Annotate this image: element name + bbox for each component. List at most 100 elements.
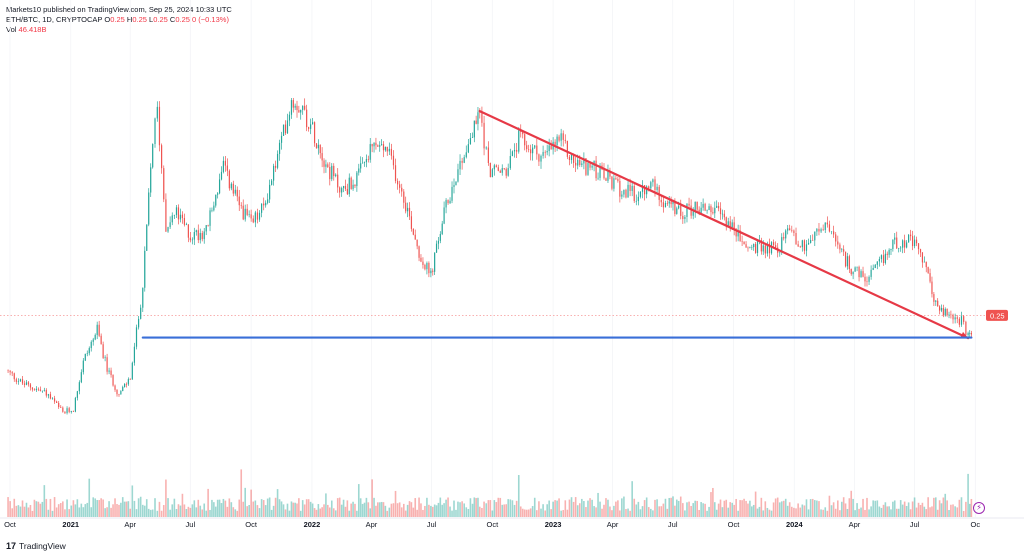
candle-body	[712, 212, 714, 214]
volume-bar	[772, 502, 775, 517]
volume-bar	[816, 500, 818, 517]
lightning-icon[interactable]: ⚡	[973, 502, 985, 514]
volume-bar	[359, 498, 362, 517]
candle-body	[902, 240, 904, 248]
candle-body	[394, 165, 397, 181]
volume-bar	[406, 504, 409, 517]
candle-body	[896, 237, 898, 249]
volume-bar	[872, 500, 874, 517]
candle-body	[749, 247, 751, 248]
candle-body	[725, 217, 727, 226]
candle-body	[201, 233, 203, 240]
volume-bar	[776, 497, 779, 517]
candle-body	[680, 205, 682, 216]
volume-bar	[609, 506, 611, 517]
volume-bar	[721, 507, 724, 517]
candle-body	[269, 184, 271, 200]
candle-body	[125, 383, 128, 385]
volume-bar	[211, 499, 213, 517]
candle-body	[78, 382, 80, 392]
candle-body	[835, 234, 837, 242]
volume-bar	[708, 506, 710, 517]
volume-bar	[336, 498, 339, 517]
volume-bar	[938, 500, 941, 517]
volume-bar	[171, 504, 174, 517]
candle-body	[581, 163, 583, 166]
volume-bar	[824, 507, 827, 517]
candle-body	[382, 144, 385, 151]
x-tick-label: Oct	[245, 520, 258, 529]
candle-body	[635, 201, 637, 202]
candle-body	[335, 174, 337, 177]
volume-bar	[317, 504, 320, 517]
volume-bar	[509, 499, 512, 517]
candle-body	[66, 408, 68, 414]
volume-bar	[39, 503, 42, 517]
volume-bar	[303, 504, 306, 517]
candle-body	[267, 199, 269, 203]
volume-bar	[473, 497, 476, 517]
volume-line: Vol 46.418B	[6, 25, 232, 35]
candle-body	[218, 179, 221, 194]
candle-body	[595, 160, 597, 179]
volume-bar	[55, 507, 58, 517]
volume-bar	[222, 498, 225, 517]
candle-body	[587, 163, 589, 175]
volume-bar	[193, 500, 196, 517]
volume-bar	[112, 504, 114, 517]
volume-bar	[674, 505, 676, 517]
volume-bar	[597, 492, 599, 517]
volume-bar	[650, 508, 652, 517]
candle-body	[820, 229, 822, 232]
candle-body	[381, 144, 383, 146]
candle-body	[254, 212, 256, 223]
candle-body	[967, 333, 969, 336]
candle-body	[207, 225, 209, 226]
candle-body	[810, 240, 812, 243]
candle-body	[848, 256, 850, 269]
candle-body	[597, 177, 599, 179]
volume-bar	[309, 501, 312, 517]
volume-bar	[156, 510, 159, 517]
volume-bar	[929, 507, 931, 517]
candle-body	[729, 221, 731, 228]
candle-body	[833, 231, 835, 235]
candle-body	[803, 240, 806, 251]
volume-bar	[923, 506, 926, 517]
volume-bar	[33, 499, 36, 517]
candle-body	[629, 184, 631, 191]
volume-bar	[890, 509, 892, 517]
volume-bar	[652, 510, 654, 517]
candle-body	[276, 153, 279, 168]
volume-bar	[294, 502, 296, 517]
candle-body	[313, 122, 316, 144]
volume-bar	[410, 502, 413, 517]
candle-body	[350, 177, 352, 189]
candle-body	[311, 122, 314, 125]
volume-bar	[9, 501, 11, 517]
volume-bar	[187, 506, 190, 517]
volume-bar	[207, 488, 209, 517]
volume-bar	[715, 509, 718, 517]
candle-body	[878, 259, 880, 262]
volume-bar	[531, 506, 534, 517]
candle-body	[858, 266, 860, 278]
candle-body	[45, 389, 47, 396]
volume-bar	[282, 504, 285, 517]
volume-value: 46.418B	[18, 25, 47, 34]
volume-bar	[735, 498, 737, 517]
candle-body	[706, 210, 708, 211]
candle-body	[43, 389, 45, 391]
volume-bar	[380, 501, 383, 517]
volume-bar	[544, 510, 546, 517]
volume-bar	[515, 500, 518, 517]
volume-bar	[619, 510, 621, 517]
x-tick-label: Apr	[366, 520, 378, 529]
volume-bar	[53, 497, 56, 517]
volume-bar	[342, 499, 345, 517]
volume-bar	[844, 503, 847, 517]
candle-body	[122, 387, 124, 392]
volume-bar	[554, 500, 556, 517]
volume-bar	[160, 510, 163, 517]
